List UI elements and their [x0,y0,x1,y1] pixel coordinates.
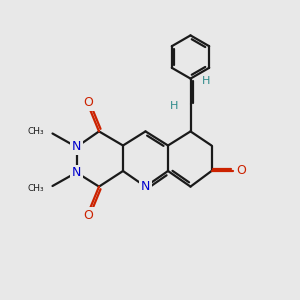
Text: O: O [84,96,93,110]
Text: CH₃: CH₃ [28,127,44,136]
Text: O: O [237,164,246,178]
Text: CH₃: CH₃ [28,184,44,193]
Text: O: O [84,208,93,222]
Text: N: N [72,140,81,154]
Text: H: H [202,76,210,86]
Text: H: H [170,101,178,111]
Text: N: N [72,166,81,179]
Text: N: N [141,180,150,193]
